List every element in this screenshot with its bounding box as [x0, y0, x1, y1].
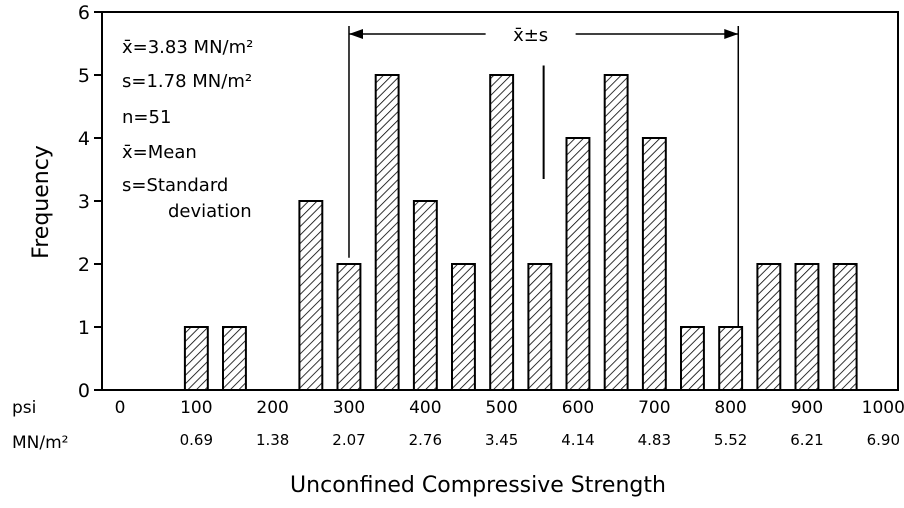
- x-tick-label-mn: 6.21: [790, 431, 823, 449]
- x-tick-label-psi: 700: [638, 398, 670, 418]
- bars-group: [183, 74, 858, 391]
- x-tick-label-psi: 800: [714, 398, 746, 418]
- histogram-bar: [832, 263, 858, 391]
- y-tick-label: 6: [78, 2, 90, 24]
- histogram-bar: [183, 326, 209, 391]
- x-tick-label-mn: 4.14: [561, 431, 594, 449]
- y-tick-label: 3: [78, 191, 90, 213]
- y-axis: 0 1 2 3 4 5 6: [78, 2, 102, 402]
- x-tick-label-psi: 900: [791, 398, 823, 418]
- annotation-n: n=51: [122, 107, 171, 128]
- histogram-bar: [641, 137, 667, 391]
- histogram-bar: [680, 326, 705, 391]
- histogram-bar: [298, 200, 324, 391]
- histogram-bar: [412, 200, 438, 391]
- histogram-bar: [718, 326, 744, 391]
- x-tick-label-psi: 300: [333, 398, 365, 418]
- y-tick-label: 0: [78, 380, 90, 402]
- annotation-mean-value: x̄=3.83 MN/m²: [122, 37, 253, 58]
- x-tick-label-mn: 6.90: [867, 431, 900, 449]
- histogram-bar: [336, 263, 362, 391]
- histogram-bar: [489, 74, 515, 391]
- x-tick-label-psi: 1000: [862, 398, 904, 418]
- x-axis-mn: 0.69 1.38 2.07 2.76 3.45 4.14 4.83 5.52 6.21 6.90: [180, 431, 900, 449]
- histogram-bar: [565, 137, 591, 391]
- x-tick-label-mn: 4.83: [638, 431, 671, 449]
- histogram-bar: [756, 263, 782, 391]
- range-label: x̄±s: [513, 25, 548, 46]
- y-tick-label: 5: [78, 65, 90, 87]
- x-tick-label-mn: 1.38: [256, 431, 289, 449]
- histogram-bar: [374, 74, 400, 391]
- x-tick-label-psi: 0: [115, 398, 126, 418]
- x-tick-label-mn: 2.07: [332, 431, 365, 449]
- x-tick-label-psi: 200: [256, 398, 288, 418]
- x-tick-label-psi: 400: [409, 398, 441, 418]
- x-tick-label-psi: 600: [562, 398, 594, 418]
- annotation-std-def-2: deviation: [168, 201, 252, 222]
- x-tick-label-mn: 3.45: [485, 431, 518, 449]
- stats-annotation: x̄=3.83 MN/m² s=1.78 MN/m² n=51 x̄=Mean …: [122, 37, 253, 222]
- histogram-bar: [451, 263, 476, 391]
- y-axis-title: Frequency: [29, 145, 54, 259]
- histogram-bar: [527, 263, 553, 391]
- x-axis-title: Unconfined Compressive Strength: [290, 473, 666, 498]
- x-tick-label-mn: 5.52: [714, 431, 747, 449]
- x-tick-label-mn: 0.69: [180, 431, 213, 449]
- histogram-bar: [222, 326, 247, 391]
- range-arrowhead-right: [724, 29, 739, 40]
- y-tick-label: 4: [78, 128, 90, 150]
- range-markers: x̄±s: [348, 25, 740, 327]
- range-arrowhead-left: [348, 29, 363, 40]
- x-tick-label-psi: 500: [485, 398, 517, 418]
- annotation-std-def: s=Standard: [122, 175, 228, 196]
- histogram-bar: [603, 74, 629, 391]
- x-tick-label-mn: 2.76: [409, 431, 442, 449]
- x-axis-unit-mn: MN/m²: [12, 433, 69, 453]
- histogram-bar: [794, 263, 820, 391]
- annotation-mean-def: x̄=Mean: [122, 142, 197, 163]
- annotation-std-value: s=1.78 MN/m²: [122, 71, 252, 92]
- x-axis-unit-psi: psi: [12, 398, 36, 418]
- y-tick-label: 1: [78, 317, 90, 339]
- x-tick-label-psi: 100: [180, 398, 212, 418]
- y-tick-label: 2: [78, 254, 90, 276]
- x-axis-psi: 0 100 200 300 400 500 600 700 800 900 1000: [115, 398, 904, 418]
